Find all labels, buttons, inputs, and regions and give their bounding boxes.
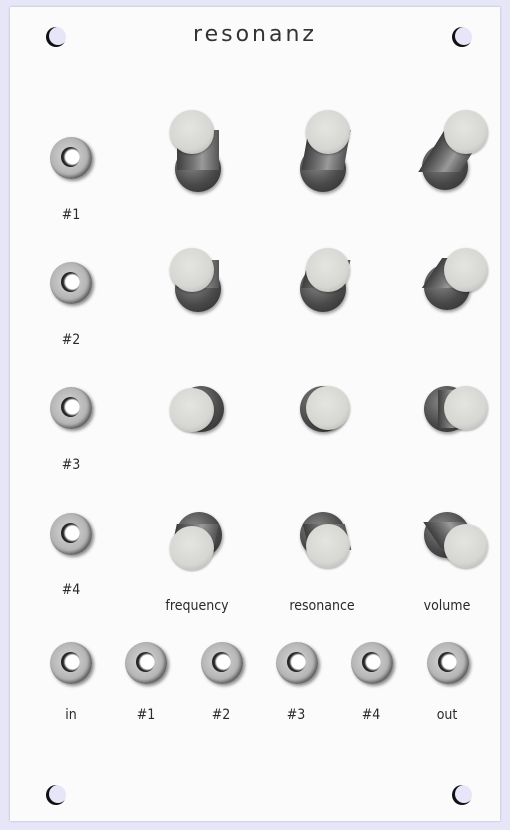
input-jack-2[interactable] [50,262,92,304]
output-jack-2[interactable] [201,642,243,684]
module-panel [10,7,500,821]
module-title: resonanz [193,22,317,47]
in-label: in [65,707,77,723]
output-jack-4[interactable] [351,642,393,684]
out-label: out [436,707,458,723]
input-label-1: #1 [61,207,81,223]
output-label-2: #2 [211,707,231,723]
output-jack-1[interactable] [125,642,167,684]
resonance-knob-4[interactable] [296,512,360,612]
output-jack-3[interactable] [276,642,318,684]
screw-bottom-right [452,785,472,805]
resonance-label: resonance [289,598,355,614]
frequency-knob-1[interactable] [166,108,230,208]
frequency-knob-4[interactable] [166,512,230,612]
frequency-knob-3[interactable] [166,386,230,486]
out-jack[interactable] [427,642,469,684]
output-label-4: #4 [361,707,381,723]
volume-knob-1[interactable] [418,108,488,208]
screw-bottom-left [46,785,66,805]
frequency-label: frequency [165,598,229,614]
input-jack-4[interactable] [50,513,92,555]
output-label-3: #3 [286,707,306,723]
input-jack-1[interactable] [50,137,92,179]
resonance-knob-3[interactable] [296,386,360,486]
input-label-4: #4 [61,582,81,598]
resonance-knob-1[interactable] [296,108,360,208]
volume-knob-2[interactable] [420,248,488,348]
screw-top-left [46,27,66,47]
output-label-1: #1 [136,707,156,723]
frequency-knob-2[interactable] [166,248,230,348]
in-jack[interactable] [50,642,92,684]
screw-top-right [452,27,472,47]
input-jack-3[interactable] [50,387,92,429]
volume-knob-3[interactable] [420,386,488,486]
volume-label: volume [423,598,471,614]
volume-knob-4[interactable] [420,512,488,612]
input-label-3: #3 [61,457,81,473]
resonance-knob-2[interactable] [296,248,360,348]
input-label-2: #2 [61,332,81,348]
